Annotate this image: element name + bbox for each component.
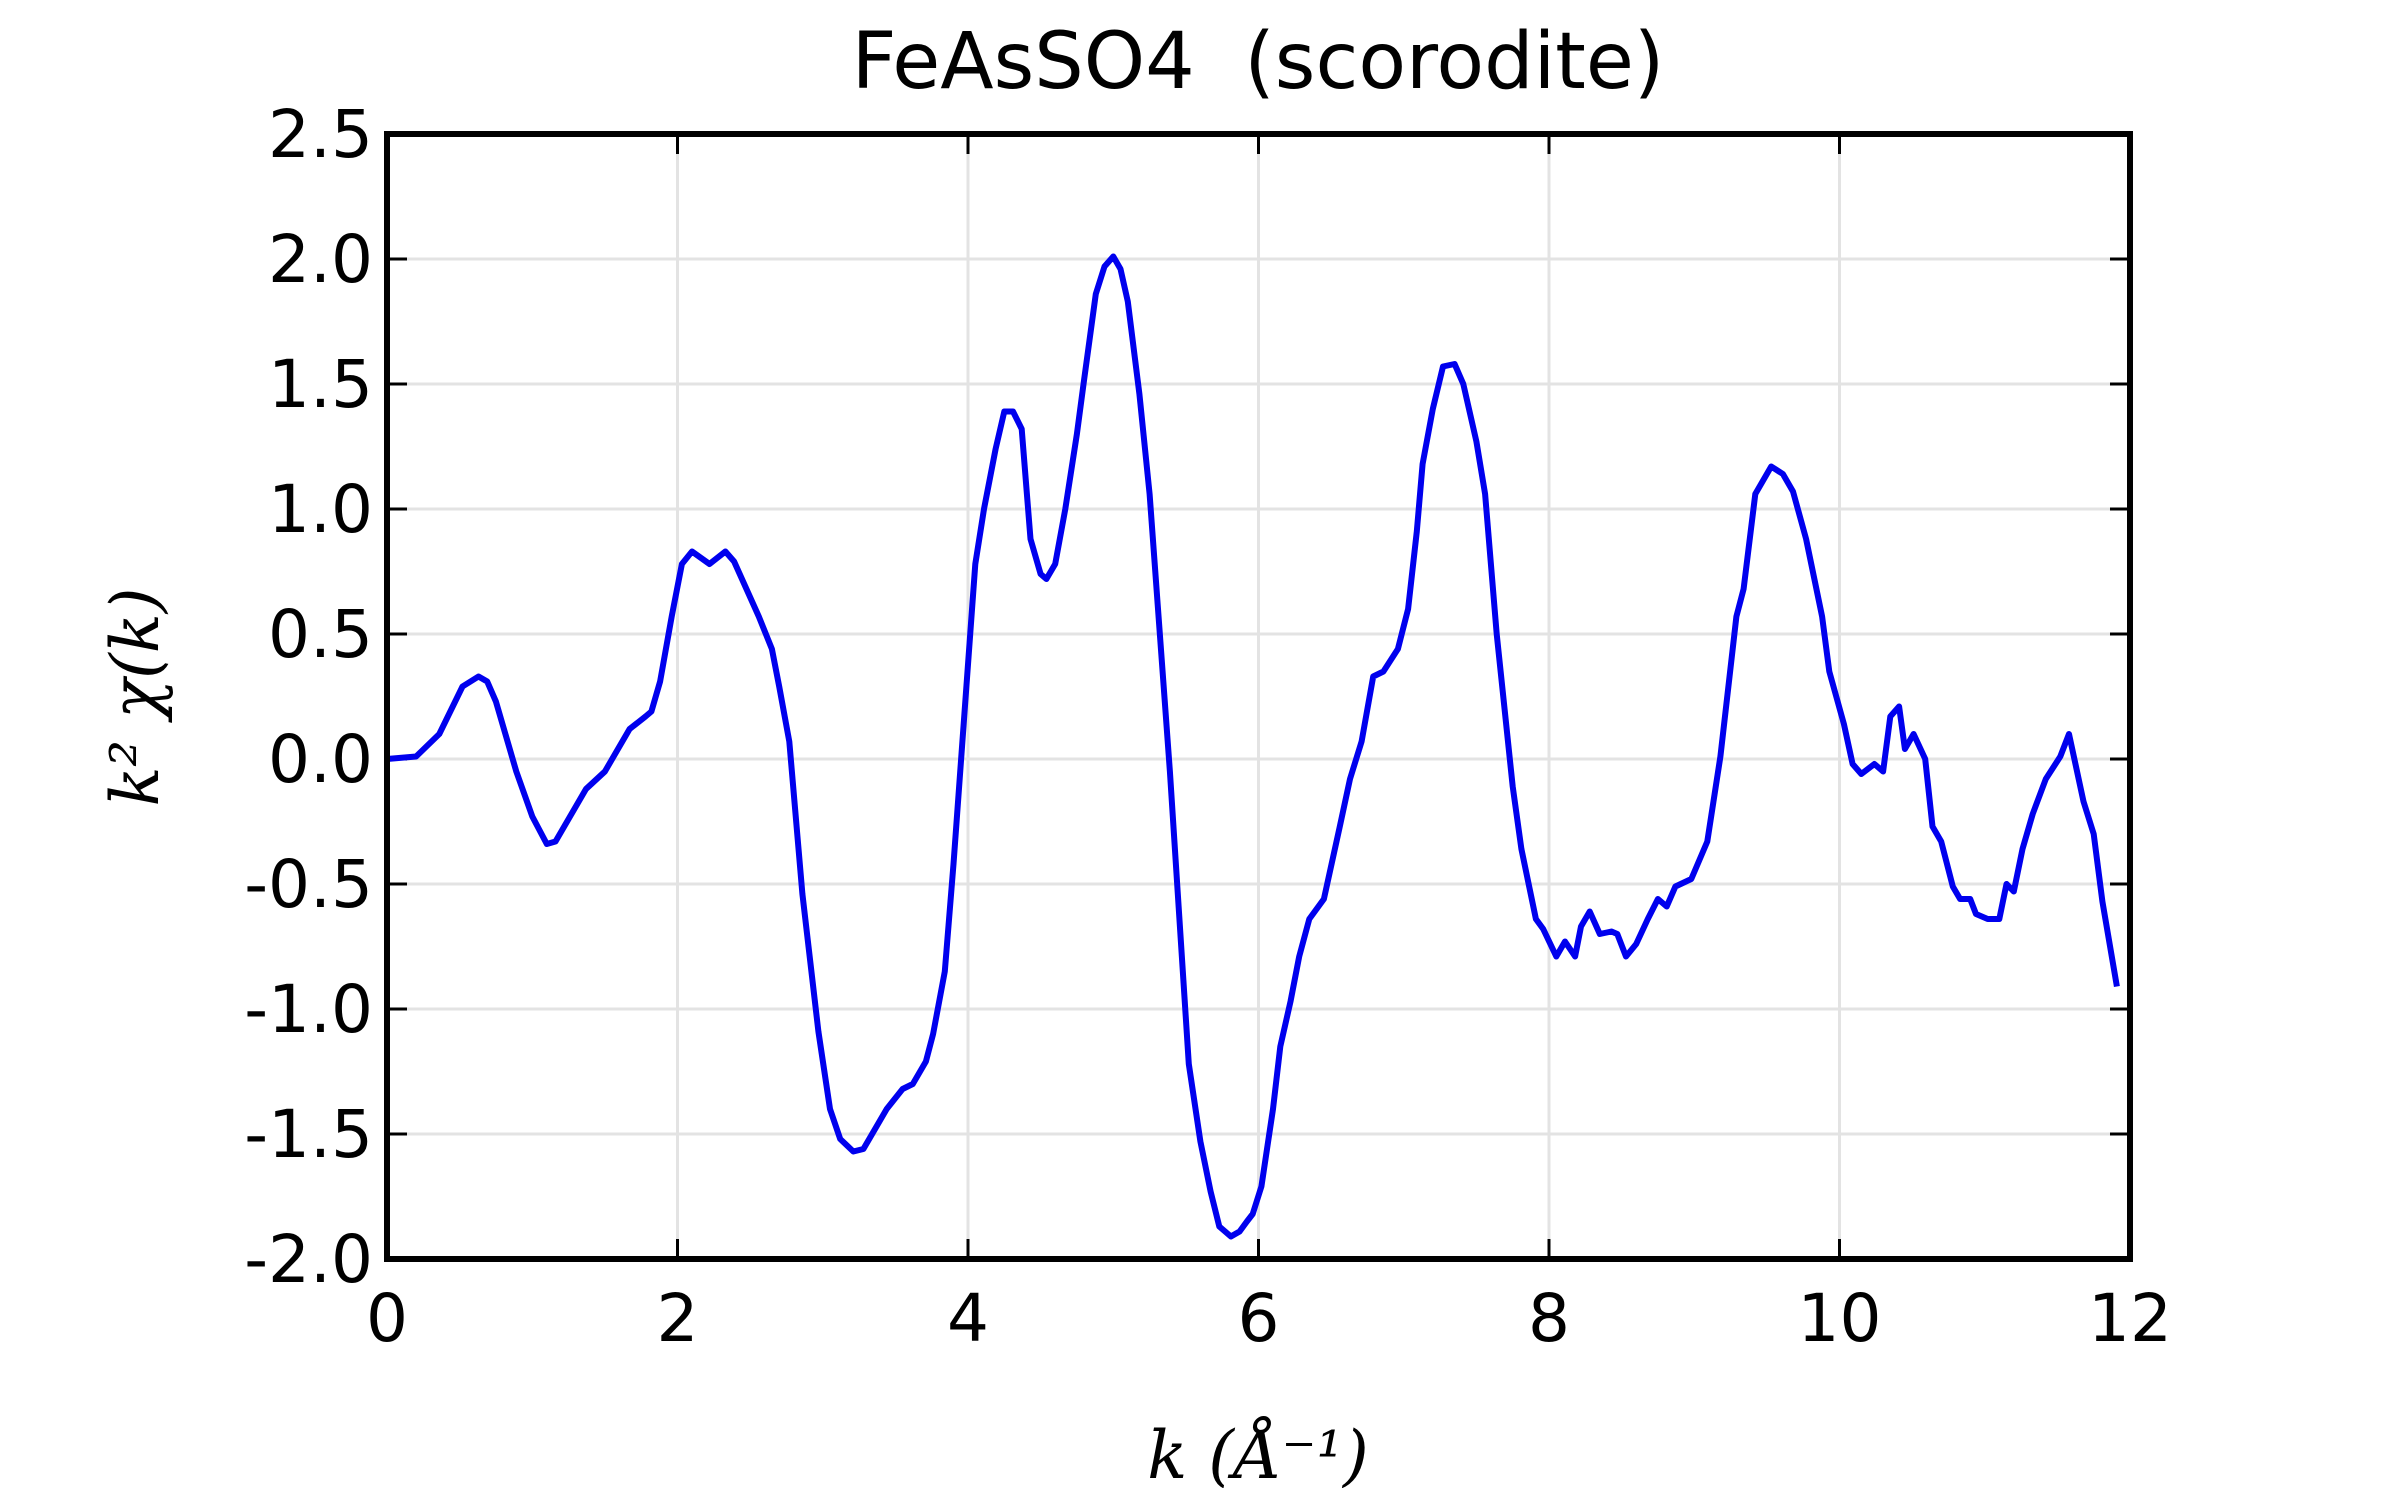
grid [385,132,2132,1261]
series-line-scorodite [386,253,2120,1240]
y-tick-label: -0.5 [244,846,373,923]
series [386,253,2120,1240]
y-tick-label: 2.5 [268,96,373,173]
plot-frame [384,131,2133,1262]
x-tick-labels: 0 2 4 6 8 10 12 [366,1280,2172,1357]
y-tick-labels: -2.0 -1.5 -1.0 -0.5 0.0 0.5 1.0 1.5 2.0 2.5 [244,96,373,1298]
y-tick-label: -2.0 [244,1221,373,1298]
x-tick-label: 12 [2088,1280,2172,1357]
y-axis-label: k² χ(k) [97,588,174,807]
x-tick-label: 8 [1528,1280,1570,1357]
x-tick-label: 6 [1238,1280,1280,1357]
x-tick-label: 10 [1798,1280,1882,1357]
x-tick-label: 4 [947,1280,989,1357]
y-tick-label: -1.5 [244,1096,373,1173]
y-tick-label: 1.5 [268,346,373,423]
y-tick-label: 0.5 [268,596,373,673]
chart-title: FeAsSO4 (scorodite) [852,17,1665,107]
x-tick-label: 2 [657,1280,699,1357]
y-tick-label: 1.0 [268,471,373,548]
y-tick-label: 2.0 [268,221,373,298]
y-tick-label: 0.0 [268,721,373,798]
x-axis-label: k (Å⁻¹) [1147,1417,1368,1488]
x-tick-label: 0 [366,1280,408,1357]
y-tick-label: -1.0 [244,971,373,1048]
